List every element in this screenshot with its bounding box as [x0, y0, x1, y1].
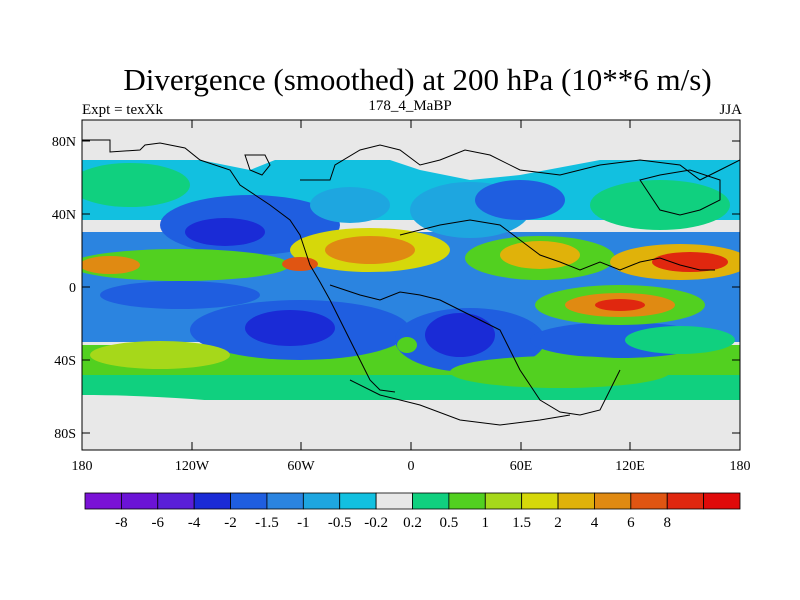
colorbar-swatch [193, 492, 231, 510]
lat-tick-label: 80S [54, 427, 76, 442]
field-arctic-neutral [82, 120, 740, 180]
plot-title: Divergence (smoothed) at 200 hPa (10**6 … [123, 62, 712, 97]
lat-tick-label: 0 [69, 281, 76, 296]
field-antarctic-neutral [82, 395, 420, 435]
experiment-label: Expt = texXk [82, 102, 163, 118]
field-pos-region [90, 341, 230, 369]
colorbar-swatch [666, 492, 705, 510]
colorbar-label: 1.5 [512, 515, 531, 531]
field-strong-neg-region [245, 310, 335, 346]
coastlines [82, 139, 740, 426]
lat-tick-label: 40S [54, 354, 76, 369]
colorbar-label: -2 [224, 515, 237, 531]
colorbar-label: -4 [188, 515, 201, 531]
lon-tick-label: 180 [730, 459, 751, 474]
colorbar-swatch [339, 492, 377, 510]
colorbar-label: -6 [152, 515, 165, 531]
field-red-region [595, 299, 645, 311]
colorbar-swatch [120, 492, 159, 510]
lon-tick-label: 120E [615, 459, 645, 474]
colorbar-swatch [412, 492, 450, 510]
colorbar-label: 1 [482, 515, 490, 531]
map-field [82, 120, 740, 450]
colorbar-swatch [594, 492, 632, 510]
field-pos-region [450, 356, 670, 388]
field-orange-region [82, 256, 140, 274]
colorbar-swatch [484, 492, 523, 510]
season-label: JJA [719, 102, 742, 118]
colorbar: -8 -6 -4 -2 -1.5 -1 -0.5 -0.2 0.2 0.5 1 1.5 2 4 6 8 [84, 492, 741, 531]
field-pos-spot [397, 337, 417, 353]
field-pos-region [82, 249, 290, 281]
colorbar-swatch [703, 492, 741, 510]
field-orange-region [325, 236, 415, 264]
colorbar-label: -8 [115, 515, 128, 531]
colorbar-label: 8 [663, 515, 671, 531]
lon-tick-label: 60W [287, 459, 315, 474]
field-weak-pos-region [590, 180, 730, 230]
field-neg-region [475, 180, 565, 220]
colorbar-swatch [521, 492, 559, 510]
colorbar-label: 0.5 [440, 515, 459, 531]
axis-ticks [81, 120, 741, 450]
colorbar-swatch [266, 492, 304, 510]
colorbar-swatch [230, 492, 268, 510]
colorbar-swatch [157, 492, 195, 510]
lon-tick-label: 120W [175, 459, 210, 474]
colorbar-label: -0.5 [328, 515, 352, 531]
colorbar-swatch [302, 492, 341, 510]
colorbar-label: 4 [591, 515, 599, 531]
colorbar-swatch [84, 492, 122, 510]
colorbar-swatch [448, 492, 486, 510]
axis-labels: 80N 40N 0 40S 80S 180 120W 60W 0 60E 120E 180 [52, 135, 751, 474]
colorbar-swatch [375, 492, 413, 510]
field-strong-neg-region [185, 218, 265, 246]
lon-tick-label: 180 [72, 459, 93, 474]
colorbar-label: -1.5 [255, 515, 279, 531]
field-weak-pos-region [82, 163, 190, 207]
field-weak-neg-region [310, 187, 390, 223]
colorbar-swatch [630, 492, 668, 510]
lat-tick-label: 40N [52, 208, 76, 223]
subtitle-label: 178_4_MaBP [368, 98, 452, 114]
lat-tick-label: 80N [52, 135, 76, 150]
lon-tick-label: 0 [408, 459, 415, 474]
colorbar-swatch [557, 492, 595, 510]
lon-tick-label: 60E [510, 459, 533, 474]
colorbar-label: -0.2 [364, 515, 388, 531]
field-strong-neg-region [425, 313, 495, 357]
colorbar-label: 6 [627, 515, 635, 531]
field-neg-region [100, 281, 260, 309]
field-red-region [652, 252, 728, 272]
field-weak-pos-region [625, 326, 735, 354]
colorbar-label: 0.2 [403, 515, 422, 531]
colorbar-label: -1 [297, 515, 310, 531]
colorbar-label: 2 [554, 515, 562, 531]
